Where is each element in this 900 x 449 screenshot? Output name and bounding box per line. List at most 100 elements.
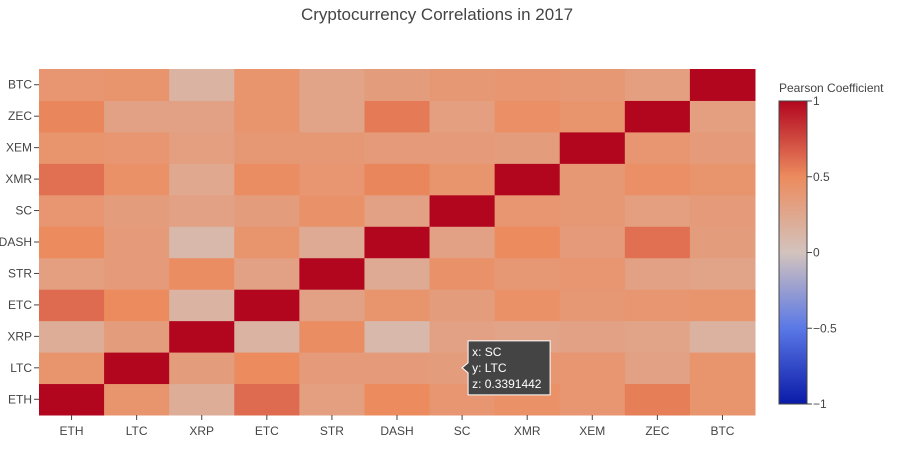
heatmap-cell-eth-str[interactable] (299, 383, 365, 416)
heatmap-cell-dash-xem[interactable] (559, 226, 626, 259)
heatmap-cell-btc-xmr[interactable] (494, 69, 561, 101)
heatmap-cell-xmr-sc[interactable] (429, 163, 496, 196)
heatmap-cell-etc-eth[interactable] (39, 289, 105, 322)
heatmap-cell-zec-str[interactable] (299, 100, 365, 133)
heatmap-cell-xrp-etc[interactable] (234, 320, 300, 353)
heatmap-cell-xem-xrp[interactable] (169, 131, 235, 164)
heatmap-cell-zec-btc[interactable] (689, 100, 756, 133)
heatmap-cell-xem-zec[interactable] (624, 131, 691, 164)
heatmap-cell-btc-str[interactable] (299, 69, 365, 101)
heatmap-cell-xmr-xrp[interactable] (169, 163, 235, 196)
heatmap-cell-ltc-xrp[interactable] (169, 352, 235, 385)
heatmap-cell-xmr-etc[interactable] (234, 163, 300, 196)
heatmap-cell-sc-eth[interactable] (39, 194, 105, 227)
heatmap-cell-str-btc[interactable] (689, 257, 756, 290)
heatmap-cell-str-etc[interactable] (234, 257, 300, 290)
heatmap-cell-xrp-dash[interactable] (364, 320, 431, 353)
heatmap-cell-ltc-xem[interactable] (559, 352, 626, 385)
heatmap-cell-zec-sc[interactable] (429, 100, 496, 133)
heatmap-cell-dash-etc[interactable] (234, 226, 300, 259)
heatmap-cell-dash-eth[interactable] (39, 226, 105, 259)
heatmap-cell-xrp-xem[interactable] (559, 320, 626, 353)
heatmap-cell-xrp-eth[interactable] (39, 320, 105, 353)
heatmap-cell-xmr-ltc[interactable] (104, 163, 170, 196)
heatmap-cell-etc-xmr[interactable] (494, 289, 561, 322)
heatmap-cell-btc-eth[interactable] (39, 69, 105, 101)
heatmap-cell-sc-btc[interactable] (689, 194, 756, 227)
heatmap-cell-eth-dash[interactable] (364, 383, 431, 416)
heatmap-cell-zec-etc[interactable] (234, 100, 300, 133)
heatmap-cell-btc-sc[interactable] (429, 69, 496, 101)
heatmap-cell-btc-ltc[interactable] (104, 69, 170, 101)
heatmap-cell-xem-etc[interactable] (234, 131, 300, 164)
heatmap-cell-ltc-dash[interactable] (364, 352, 431, 385)
heatmap-cell-xem-sc[interactable] (429, 131, 496, 164)
heatmap-cell-sc-xem[interactable] (559, 194, 626, 227)
heatmap-cell-btc-zec[interactable] (624, 69, 691, 101)
heatmap-cell-eth-zec[interactable] (624, 383, 691, 416)
heatmap-cell-xrp-ltc[interactable] (104, 320, 170, 353)
heatmap-cell-ltc-etc[interactable] (234, 352, 300, 385)
heatmap-cell-zec-xrp[interactable] (169, 100, 235, 133)
heatmap-cell-xmr-xem[interactable] (559, 163, 626, 196)
heatmap-cell-str-zec[interactable] (624, 257, 691, 290)
heatmap-cell-eth-btc[interactable] (689, 383, 756, 416)
heatmap-cell-ltc-ltc[interactable] (104, 352, 170, 385)
heatmap-cell-str-eth[interactable] (39, 257, 105, 290)
heatmap-cell-ltc-str[interactable] (299, 352, 365, 385)
heatmap-cell-zec-xmr[interactable] (494, 100, 561, 133)
heatmap-cell-xmr-str[interactable] (299, 163, 365, 196)
heatmap-cell-btc-btc[interactable] (689, 69, 756, 101)
heatmap-cell-xmr-dash[interactable] (364, 163, 431, 196)
heatmap-cell-btc-etc[interactable] (234, 69, 300, 101)
heatmap-cell-xem-dash[interactable] (364, 131, 431, 164)
heatmap-cell-xem-str[interactable] (299, 131, 365, 164)
heatmap-cell-eth-etc[interactable] (234, 383, 300, 416)
heatmap-cell-etc-xem[interactable] (559, 289, 626, 322)
heatmap-cell-sc-str[interactable] (299, 194, 365, 227)
heatmap-cell-etc-etc[interactable] (234, 289, 300, 322)
heatmap-cell-dash-ltc[interactable] (104, 226, 170, 259)
heatmap-cell-xem-ltc[interactable] (104, 131, 170, 164)
heatmap-cell-xrp-str[interactable] (299, 320, 365, 353)
heatmap-cell-xem-xmr[interactable] (494, 131, 561, 164)
heatmap-cell-eth-eth[interactable] (39, 383, 105, 416)
heatmap-cell-str-sc[interactable] (429, 257, 496, 290)
heatmap-cell-str-xem[interactable] (559, 257, 626, 290)
heatmap-cell-str-xmr[interactable] (494, 257, 561, 290)
heatmap-cell-zec-zec[interactable] (624, 100, 691, 133)
heatmap-cell-xmr-xmr[interactable] (494, 163, 561, 196)
heatmap-cell-str-ltc[interactable] (104, 257, 170, 290)
heatmap-cell-eth-xrp[interactable] (169, 383, 235, 416)
heatmap-cell-sc-zec[interactable] (624, 194, 691, 227)
heatmap-cell-btc-xrp[interactable] (169, 69, 235, 101)
heatmap-cell-dash-dash[interactable] (364, 226, 431, 259)
heatmap-cell-xem-btc[interactable] (689, 131, 756, 164)
heatmap-cell-xrp-zec[interactable] (624, 320, 691, 353)
heatmap-cell-zec-ltc[interactable] (104, 100, 170, 133)
heatmap-cell-zec-eth[interactable] (39, 100, 105, 133)
heatmap-cell-xem-eth[interactable] (39, 131, 105, 164)
heatmap-cell-dash-xmr[interactable] (494, 226, 561, 259)
heatmap-cell-etc-ltc[interactable] (104, 289, 170, 322)
heatmap-cell-sc-ltc[interactable] (104, 194, 170, 227)
heatmap-cell-zec-xem[interactable] (559, 100, 626, 133)
heatmap-cell-etc-str[interactable] (299, 289, 365, 322)
heatmap-cell-str-dash[interactable] (364, 257, 431, 290)
heatmap-cell-etc-zec[interactable] (624, 289, 691, 322)
heatmap-cell-dash-str[interactable] (299, 226, 365, 259)
heatmap-cell-etc-sc[interactable] (429, 289, 496, 322)
heatmap-cell-etc-btc[interactable] (689, 289, 756, 322)
heatmap-cell-etc-xrp[interactable] (169, 289, 235, 322)
heatmap-cell-str-str[interactable] (299, 257, 365, 290)
heatmap-cell-str-xrp[interactable] (169, 257, 235, 290)
heatmap-cell-sc-etc[interactable] (234, 194, 300, 227)
heatmap-cell-xmr-btc[interactable] (689, 163, 756, 196)
heatmap-cell-xmr-zec[interactable] (624, 163, 691, 196)
heatmap-cell-xem-xem[interactable] (559, 131, 626, 164)
heatmap-cell-dash-zec[interactable] (624, 226, 691, 259)
heatmap-cell-sc-xmr[interactable] (494, 194, 561, 227)
heatmap-cell-btc-dash[interactable] (364, 69, 431, 101)
heatmap-cell-sc-sc[interactable] (429, 194, 496, 227)
heatmap-cell-ltc-btc[interactable] (689, 352, 756, 385)
